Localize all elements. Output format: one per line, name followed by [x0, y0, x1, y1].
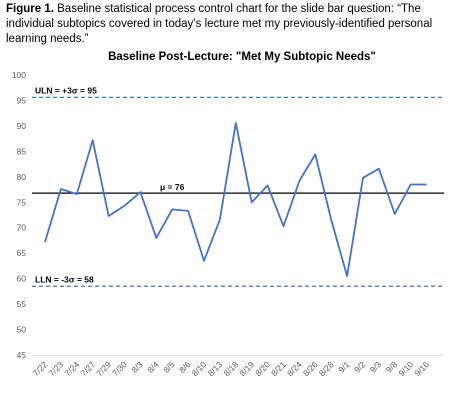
x-tick-label: 9/3 [368, 359, 384, 375]
x-tick-label: 8/4 [145, 359, 161, 375]
y-tick-label: 70 [17, 223, 27, 233]
series-line [44, 122, 427, 278]
y-tick-label: 45 [17, 350, 27, 360]
x-tick-label: 8/24 [285, 359, 304, 378]
x-tick-label: 9/2 [352, 359, 368, 375]
reference-line-label: ULN = +3σ = 95 [35, 85, 97, 95]
y-tick-label: 65 [17, 248, 27, 258]
y-tick-label: 80 [17, 172, 27, 182]
x-tick-label: 7/30 [110, 359, 129, 378]
y-tick-label: 100 [12, 70, 26, 80]
y-tick-label: 95 [17, 95, 27, 105]
figure-caption-label: Figure 1. [6, 3, 54, 15]
x-tick-label: 8/10 [190, 359, 209, 378]
x-tick-label: 8/28 [317, 359, 336, 378]
x-tick-label: 8/3 [129, 359, 145, 375]
x-tick-label: 7/29 [94, 359, 113, 378]
x-tick-label: 7/24 [62, 359, 81, 378]
x-tick-label: 8/13 [206, 359, 225, 378]
y-tick-label: 75 [17, 197, 27, 207]
y-tick-label: 85 [17, 146, 27, 156]
y-tick-label: 50 [17, 325, 27, 335]
x-tick-label: 8/20 [253, 359, 272, 378]
x-tick-label: 9/16 [412, 359, 431, 378]
figure-caption: Figure 1. Baseline statistical process c… [6, 2, 462, 47]
y-tick-label: 60 [17, 274, 27, 284]
x-tick-label: 7/23 [47, 359, 66, 378]
y-tick-label: 55 [17, 299, 27, 309]
figure-caption-text: Baseline statistical process control cha… [6, 3, 433, 45]
x-tick-label: 7/27 [78, 359, 97, 378]
x-tick-label: 8/5 [161, 359, 177, 375]
x-tick-label: 8/19 [237, 359, 256, 378]
x-tick-label: 9/10 [396, 359, 415, 378]
reference-line-label: LLN = -3σ = 58 [35, 274, 94, 284]
y-tick-label: 90 [17, 121, 27, 131]
reference-line-label: μ = 76 [160, 182, 185, 192]
chart-title: Baseline Post-Lecture: "Met My Subtopic … [108, 51, 376, 63]
x-tick-label: 9/1 [336, 359, 352, 375]
x-tick-label: 8/26 [301, 359, 320, 378]
x-tick-label: 7/22 [31, 359, 50, 378]
x-tick-label: 8/18 [221, 359, 240, 378]
x-tick-label: 8/21 [269, 359, 288, 378]
